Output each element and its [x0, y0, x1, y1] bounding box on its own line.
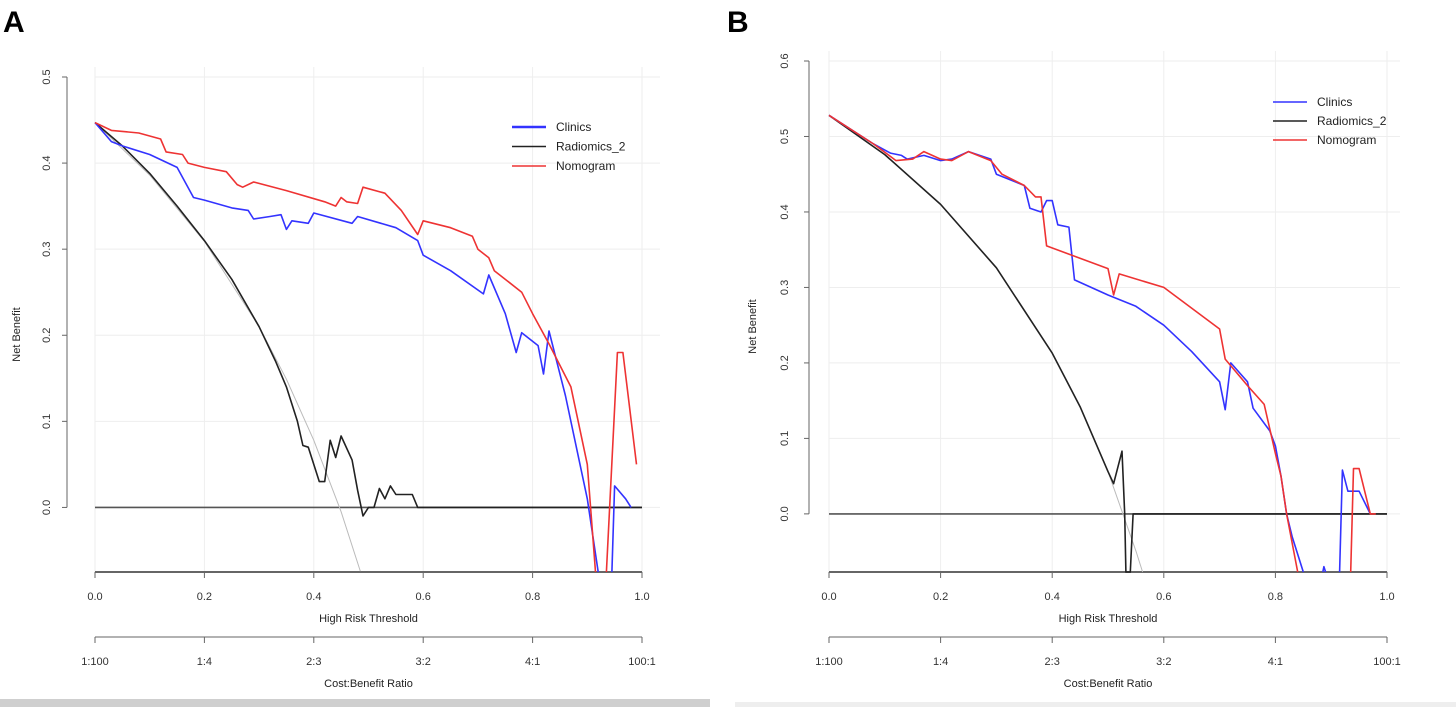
y-tick-label: 0.5	[41, 69, 53, 84]
series-line-clinics	[828, 114, 1372, 573]
x-tick-label: 1.0	[1379, 591, 1394, 603]
cost-benefit-tick-label: 4:1	[525, 656, 540, 668]
y-tick-label: 0.4	[41, 155, 53, 170]
cost-benefit-tick-label: 100:1	[628, 656, 656, 668]
legend-label: Nomogram	[1317, 133, 1376, 147]
series-line-radiomics-2	[828, 114, 1387, 573]
x-tick-label: 0.4	[306, 591, 321, 603]
cost-benefit-tick-label: 2:3	[1045, 656, 1060, 668]
y-tick-label: 0.4	[779, 204, 791, 219]
cost-benefit-tick-label: 4:1	[1268, 656, 1283, 668]
y-axis-title: Net Benefit	[11, 307, 23, 361]
cost-benefit-tick-label: 3:2	[416, 656, 431, 668]
bottom-bar	[0, 699, 710, 707]
x-tick-label: 0.0	[87, 591, 102, 603]
panel-label: B	[727, 6, 749, 39]
cost-benefit-tick-label: 1:4	[933, 656, 948, 668]
series-line-nomogram	[94, 121, 638, 573]
cost-benefit-tick-label: 1:100	[815, 656, 843, 668]
x-axis-title: High Risk Threshold	[1059, 613, 1158, 625]
series-line-clinics	[94, 122, 632, 573]
y-tick-label: 0.1	[41, 414, 53, 429]
cost-benefit-tick-label: 100:1	[1373, 656, 1401, 668]
cost-benefit-tick-label: 3:2	[1156, 656, 1171, 668]
legend-label: Clinics	[1317, 95, 1352, 109]
x-tick-label: 0.2	[933, 591, 948, 603]
series-line-radiomics-2	[94, 121, 642, 517]
x-axis-title: High Risk Threshold	[319, 613, 418, 625]
x-tick-label: 0.6	[1156, 591, 1171, 603]
cost-benefit-tick-label: 2:3	[306, 656, 321, 668]
chart-panel-b: B 0.0 0.1 0.2 0.3 0.4 0.5 0.6 Net Benefit 0.0 0.2 0…	[727, 6, 1401, 690]
legend-label: Radiomics_2	[1317, 114, 1387, 128]
cost-benefit-axis-title: Cost:Benefit Ratio	[1064, 678, 1153, 690]
series-line-treat-all	[828, 114, 1144, 573]
y-tick-label: 0.0	[41, 500, 53, 515]
series-line-treat-all	[94, 122, 361, 572]
series-line-nomogram	[828, 114, 1376, 573]
legend-label: Radiomics_2	[556, 140, 626, 154]
legend: Clinics Radiomics_2 Nomogram	[512, 120, 626, 173]
cost-benefit-tick-label: 1:100	[81, 656, 109, 668]
x-tick-label: 0.8	[525, 591, 540, 603]
y-tick-label: 0.0	[779, 506, 791, 521]
y-tick-label: 0.1	[779, 431, 791, 446]
y-tick-label: 0.5	[779, 129, 791, 144]
x-tick-label: 0.0	[821, 591, 836, 603]
panel-label: A	[3, 6, 25, 39]
y-axis-title: Net Benefit	[747, 299, 759, 353]
y-tick-label: 0.6	[779, 53, 791, 68]
bottom-bar-right	[735, 702, 1456, 707]
y-tick-label: 0.2	[779, 355, 791, 370]
x-tick-label: 1.0	[634, 591, 649, 603]
cost-benefit-tick-label: 1:4	[197, 656, 212, 668]
legend: Clinics Radiomics_2 Nomogram	[1273, 95, 1387, 147]
cost-benefit-axis-title: Cost:Benefit Ratio	[324, 678, 413, 690]
x-tick-label: 0.2	[197, 591, 212, 603]
chart-panel-a: A 0.0 0.1 0.2 0.3 0.4 0.5 Net Benefit 0.0 0.2 0.4 0…	[3, 6, 660, 690]
x-tick-label: 0.6	[416, 591, 431, 603]
y-tick-label: 0.3	[779, 280, 791, 295]
x-tick-label: 0.4	[1045, 591, 1060, 603]
x-tick-label: 0.8	[1268, 591, 1283, 603]
legend-label: Clinics	[556, 120, 591, 134]
y-tick-label: 0.3	[41, 242, 53, 257]
legend-label: Nomogram	[556, 159, 615, 173]
y-tick-label: 0.2	[41, 328, 53, 343]
